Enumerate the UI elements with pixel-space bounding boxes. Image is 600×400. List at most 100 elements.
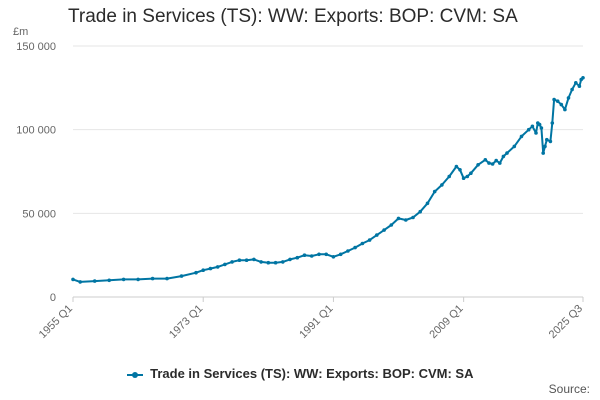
data-point[interactable]	[396, 216, 401, 221]
data-point[interactable]	[194, 270, 198, 275]
source-label: Source:	[548, 382, 590, 396]
data-point[interactable]	[201, 268, 205, 273]
data-point[interactable]	[230, 260, 234, 264]
legend-label: Trade in Services (TS): WW: Exports: BOP…	[150, 366, 474, 381]
data-point[interactable]	[555, 99, 560, 103]
data-point[interactable]	[92, 279, 97, 283]
data-point[interactable]	[543, 144, 547, 149]
data-point[interactable]	[432, 189, 437, 194]
data-point[interactable]	[526, 127, 531, 132]
data-point[interactable]	[501, 154, 506, 159]
data-point[interactable]	[577, 84, 582, 88]
data-point[interactable]	[537, 122, 542, 127]
data-point[interactable]	[487, 161, 491, 165]
x-axis-ticks: 1955 Q1 1973 Q1 1991 Q1 2009 Q1 2025 Q3	[37, 297, 585, 341]
data-point[interactable]	[150, 276, 155, 281]
data-point[interactable]	[295, 255, 300, 260]
data-point[interactable]	[331, 254, 336, 259]
x-tick-label: 2025 Q3	[547, 303, 585, 341]
data-point[interactable]	[71, 277, 75, 282]
data-point[interactable]	[259, 260, 263, 264]
data-point[interactable]	[548, 139, 553, 144]
data-point[interactable]	[346, 249, 350, 253]
data-point[interactable]	[165, 276, 169, 281]
y-axis-label: £m	[13, 26, 28, 38]
data-point[interactable]	[273, 260, 278, 265]
data-point[interactable]	[498, 161, 502, 165]
data-point[interactable]	[302, 253, 307, 257]
chart-title: Trade in Services (TS): WW: Exports: BOP…	[68, 6, 518, 27]
data-point[interactable]	[367, 238, 372, 242]
legend-line-marker-icon	[126, 371, 143, 378]
y-tick-label: 150 000	[16, 41, 56, 53]
x-tick-label: 1991 Q1	[297, 303, 335, 341]
data-point[interactable]	[309, 254, 314, 258]
data-point[interactable]	[469, 171, 473, 175]
legend[interactable]: Trade in Services (TS): WW: Exports: BOP…	[0, 366, 600, 381]
data-point[interactable]	[418, 209, 423, 214]
data-point[interactable]	[505, 151, 509, 155]
data-point[interactable]	[454, 164, 459, 169]
data-point[interactable]	[530, 124, 535, 129]
data-point[interactable]	[223, 262, 227, 267]
data-point[interactable]	[78, 280, 82, 284]
data-point[interactable]	[465, 174, 470, 179]
data-point[interactable]	[244, 258, 249, 263]
data-point[interactable]	[281, 260, 285, 264]
data-point[interactable]	[215, 265, 220, 269]
data-point[interactable]	[237, 258, 242, 263]
y-tick-label: 0	[50, 292, 56, 304]
data-point[interactable]	[490, 162, 495, 166]
data-point[interactable]	[539, 126, 544, 130]
y-axis-ticks: 0 50 000 100 000 150 000 £m	[13, 26, 56, 304]
data-point[interactable]	[483, 158, 488, 162]
data-point[interactable]	[545, 137, 549, 142]
data-point[interactable]	[252, 257, 256, 262]
data-point[interactable]	[512, 144, 517, 149]
data-point[interactable]	[425, 201, 430, 206]
series-line	[72, 77, 584, 283]
data-point[interactable]	[208, 266, 213, 271]
data-point[interactable]	[541, 151, 545, 155]
data-point[interactable]	[382, 228, 386, 232]
data-point[interactable]	[338, 252, 343, 257]
data-point[interactable]	[574, 81, 578, 85]
data-point[interactable]	[404, 218, 408, 222]
data-point[interactable]	[563, 107, 567, 112]
data-point[interactable]	[534, 131, 538, 135]
data-point[interactable]	[121, 277, 126, 282]
data-point[interactable]	[353, 245, 357, 250]
data-point[interactable]	[440, 183, 444, 187]
data-point[interactable]	[288, 257, 292, 262]
data-point[interactable]	[447, 174, 452, 179]
data-point[interactable]	[375, 233, 379, 237]
data-point[interactable]	[550, 121, 555, 125]
data-point[interactable]	[107, 278, 111, 283]
data-point[interactable]	[461, 176, 466, 180]
series-plot	[71, 76, 585, 284]
data-point[interactable]	[411, 215, 415, 220]
x-tick-label: 1955 Q1	[37, 303, 75, 341]
data-point[interactable]	[458, 168, 462, 172]
data-point[interactable]	[494, 158, 499, 163]
data-point[interactable]	[552, 97, 556, 102]
grid-lines	[73, 45, 583, 298]
data-point[interactable]	[317, 252, 321, 257]
data-point[interactable]	[519, 134, 524, 139]
data-point[interactable]	[136, 277, 140, 282]
y-tick-label: 100 000	[16, 125, 56, 137]
data-point[interactable]	[476, 163, 480, 167]
x-tick-label: 2009 Q1	[427, 303, 465, 341]
data-point[interactable]	[360, 241, 365, 246]
data-point[interactable]	[389, 223, 394, 227]
x-tick-label: 1973 Q1	[167, 303, 205, 341]
data-point[interactable]	[266, 260, 271, 265]
data-point[interactable]	[559, 102, 564, 107]
data-point[interactable]	[324, 252, 329, 257]
data-point[interactable]	[581, 76, 585, 80]
data-point[interactable]	[566, 96, 571, 100]
data-point[interactable]	[570, 87, 574, 92]
data-point[interactable]	[179, 274, 184, 278]
y-tick-label: 50 000	[22, 208, 56, 220]
